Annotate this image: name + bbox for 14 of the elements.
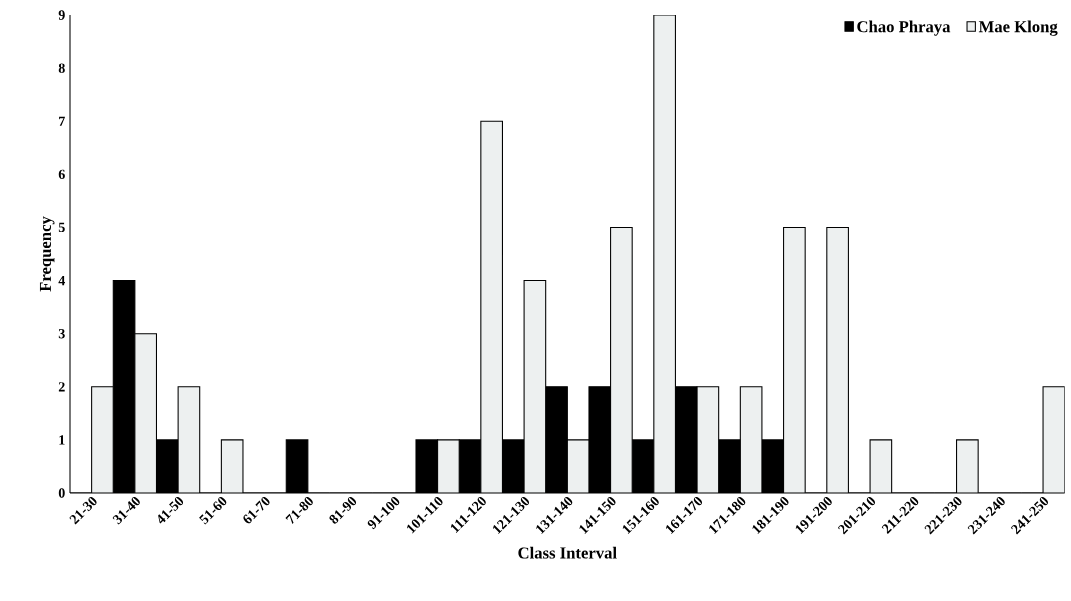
legend-label: Chao Phraya	[857, 20, 951, 36]
y-tick-label: 6	[58, 169, 65, 180]
y-tick-label: 7	[59, 116, 65, 126]
legend-label: Mae Klong	[978, 20, 1058, 36]
y-tick-label: 0	[58, 488, 65, 498]
y-tick-label: 3	[58, 328, 65, 339]
y-tick-label: 2	[58, 382, 65, 392]
y-tick-label: 8	[58, 63, 65, 73]
x-axis-title: Class Interval	[518, 546, 617, 559]
y-axis-title: Frequency	[39, 216, 55, 292]
y-tick-label: 4	[58, 275, 66, 286]
y-tick-label: 5	[58, 222, 65, 233]
y-tick-label: 9	[58, 10, 65, 20]
y-tick-label: 1	[59, 435, 65, 445]
